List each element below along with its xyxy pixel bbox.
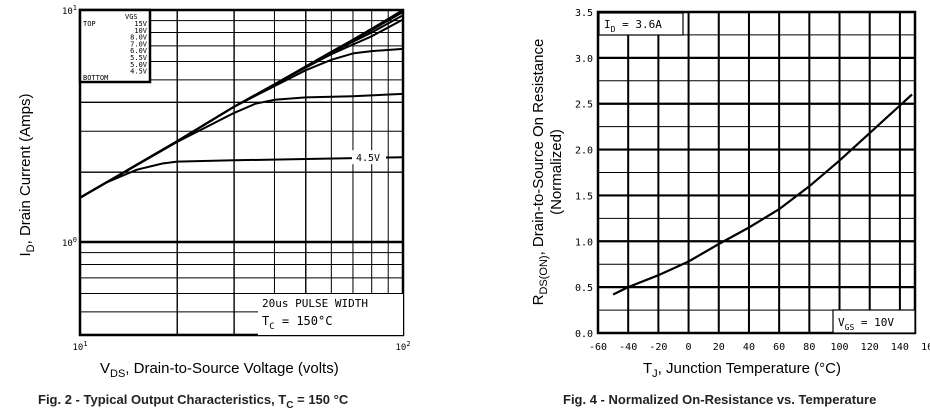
y-axis-label: ID, Drain Current (Amps) (17, 94, 37, 257)
chart-output-characteristics: 4.5VVGS15V10V8.0V7.0V6.0V5.5V5.0V4.5VTOP… (17, 4, 411, 411)
legend-entry: 15V (134, 20, 147, 28)
curve-label-4-5v: 4.5V (356, 153, 380, 164)
legend-header: VGS (125, 13, 138, 21)
plot-frame (596, 10, 917, 335)
annotation-pulse-width: 20us PULSE WIDTH (262, 297, 368, 310)
label-background (352, 150, 386, 165)
x-tick-label: 140 (891, 342, 909, 353)
series-line-5.5V (79, 47, 404, 199)
y-tick-label: 2.0 (575, 146, 593, 157)
annotation-box-id (598, 12, 684, 36)
x-axis-label: TJ, Junction Temperature (°C) (643, 360, 841, 380)
y-tick-label: 3.0 (575, 54, 593, 65)
x-axis-label: VDS, Drain-to-Source Voltage (volts) (100, 360, 339, 380)
legend-entry: 7.0V (130, 40, 148, 48)
x-tick-label: 100 (830, 342, 848, 353)
y-tick-label: 100 (62, 236, 77, 249)
legend-box (78, 8, 152, 84)
series-line-rds-on (612, 93, 913, 296)
x-tick-label: 120 (861, 342, 879, 353)
y-tick-label: 2.5 (575, 100, 593, 111)
plot-frame (78, 8, 405, 337)
x-tick-label: 80 (803, 342, 815, 353)
x-tick-label: -40 (619, 342, 637, 353)
annotation-gate-voltage: VGS = 10V (838, 316, 894, 332)
annotation-background (258, 294, 403, 335)
y-tick-label: 1.0 (575, 237, 593, 248)
legend-bottom-label: BOTTOM (83, 74, 108, 82)
annotation-drain-current: ID = 3.6A (604, 18, 662, 34)
y-tick-label: 1.5 (575, 191, 593, 202)
y-axis-label-line2: (Normalized) (548, 129, 565, 215)
legend-entry: 4.5V (130, 68, 148, 76)
x-tick-label: 0 (686, 342, 692, 353)
legend-entry: 5.0V (130, 61, 148, 69)
figure-caption: Fig. 4 - Normalized On-Resistance vs. Te… (563, 392, 876, 407)
x-tick-label: -20 (649, 342, 667, 353)
legend-entry: 10V (134, 27, 147, 35)
y-tick-label: 3.5 (575, 8, 593, 19)
annotation-case-temperature: TC = 150°C (262, 314, 332, 332)
legend-entry: 6.0V (130, 47, 148, 55)
series-line-4.5V (79, 156, 404, 199)
annotation-box-vgs (832, 309, 916, 334)
x-tick-label: 102 (395, 340, 410, 353)
y-tick-label: 0.0 (575, 329, 593, 340)
y-tick-label: 101 (62, 4, 77, 17)
x-tick-label: 160 (921, 342, 930, 353)
chart-on-resistance-vs-temperature: ID = 3.6A VGS = 10V -60 -40 -20 0 20 40 60 80 100 1… (530, 8, 930, 407)
figure-caption: Fig. 2 - Typical Output Characteristics,… (38, 392, 349, 411)
x-tick-label: 40 (743, 342, 755, 353)
legend-entry: 8.0V (130, 34, 148, 42)
series-line-5.0V (79, 92, 404, 199)
x-tick-label: 101 (72, 340, 87, 353)
x-tick-label: 20 (713, 342, 725, 353)
x-tick-label: 60 (773, 342, 785, 353)
y-axis-label: RDS(ON), Drain-to-Source On Resistance (530, 39, 550, 306)
x-tick-label: -60 (589, 342, 607, 353)
y-tick-label: 0.5 (575, 283, 593, 294)
legend-top-label: TOP (83, 20, 96, 28)
legend-entry: 5.5V (130, 54, 148, 62)
